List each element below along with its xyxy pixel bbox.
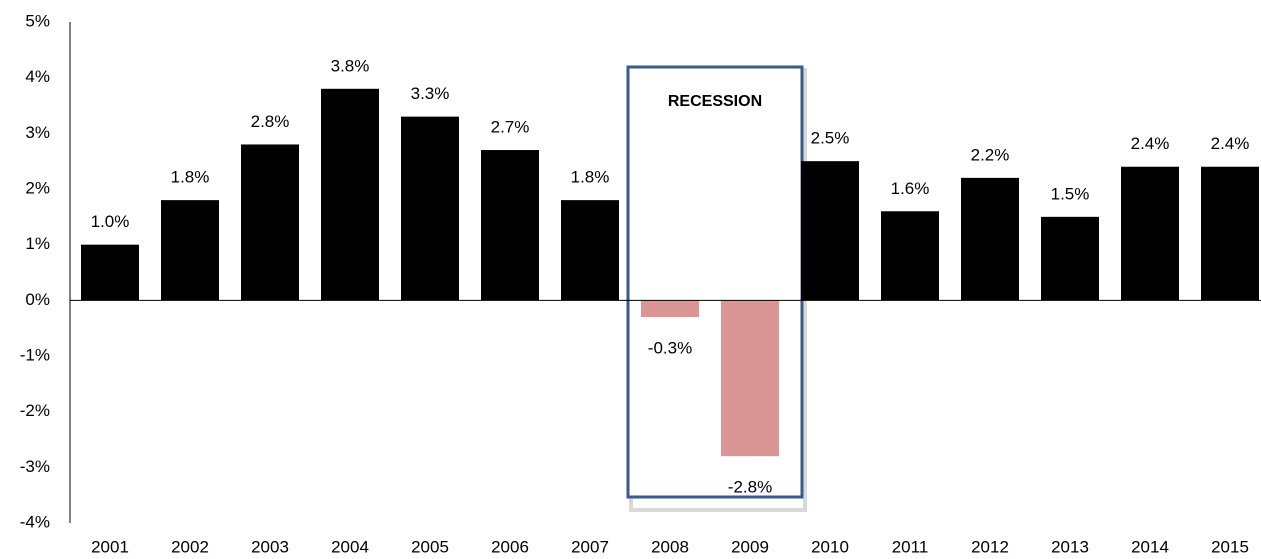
x-tick-label: 2001 (91, 537, 129, 556)
value-label: -2.8% (728, 478, 772, 497)
bar (801, 161, 859, 301)
bar (961, 177, 1019, 301)
value-label: 1.5% (1051, 184, 1090, 203)
value-label: 2.4% (1211, 134, 1250, 153)
x-tick-label: 2002 (171, 537, 209, 556)
value-label: 3.8% (331, 56, 370, 75)
x-tick-label: 2003 (251, 537, 289, 556)
x-tick-label: 2005 (411, 537, 449, 556)
bar (641, 300, 699, 318)
bar (81, 244, 139, 301)
x-tick-label: 2004 (331, 537, 369, 556)
value-label: 1.0% (91, 212, 130, 231)
x-tick-label: 2007 (571, 537, 609, 556)
bar (1201, 166, 1259, 301)
x-tick-label: 2014 (1131, 537, 1169, 556)
bar (481, 150, 539, 301)
bar (561, 200, 619, 301)
x-tick-label: 2010 (811, 537, 849, 556)
bar (881, 211, 939, 301)
bar (721, 300, 779, 457)
x-tick-label: 2015 (1211, 537, 1249, 556)
y-tick-label: -1% (20, 345, 50, 364)
y-tick-label: -3% (20, 457, 50, 476)
y-tick-label: 0% (25, 290, 50, 309)
y-tick-label: 4% (25, 67, 50, 86)
value-label: 2.2% (971, 145, 1010, 164)
bar (401, 116, 459, 301)
y-tick-label: -4% (20, 512, 50, 531)
y-tick-label: 1% (25, 234, 50, 253)
bar (161, 200, 219, 301)
value-label: 1.8% (171, 168, 210, 187)
annotation: RECESSION (668, 93, 762, 110)
value-label: 2.5% (811, 129, 850, 148)
value-label: 1.6% (891, 179, 930, 198)
bar (321, 88, 379, 301)
x-tick-label: 2013 (1051, 537, 1089, 556)
value-label: 2.7% (491, 118, 530, 137)
value-label: 2.4% (1131, 134, 1170, 153)
x-tick-label: 2008 (651, 537, 689, 556)
x-tick-label: 2009 (731, 537, 769, 556)
value-label: 1.8% (571, 168, 610, 187)
y-tick-label: 3% (25, 123, 50, 142)
value-label: -0.3% (648, 339, 692, 358)
bar (241, 144, 299, 301)
y-tick-label: -2% (20, 401, 50, 420)
x-tick-label: 2011 (892, 537, 929, 556)
y-tick-label: 2% (25, 178, 50, 197)
y-tick-label: 5% (25, 11, 50, 30)
bar (1041, 216, 1099, 301)
value-label: 3.3% (411, 84, 450, 103)
bar (1121, 166, 1179, 301)
value-label: 2.8% (251, 112, 290, 131)
x-tick-label: 2012 (971, 537, 1009, 556)
x-tick-label: 2006 (491, 537, 529, 556)
